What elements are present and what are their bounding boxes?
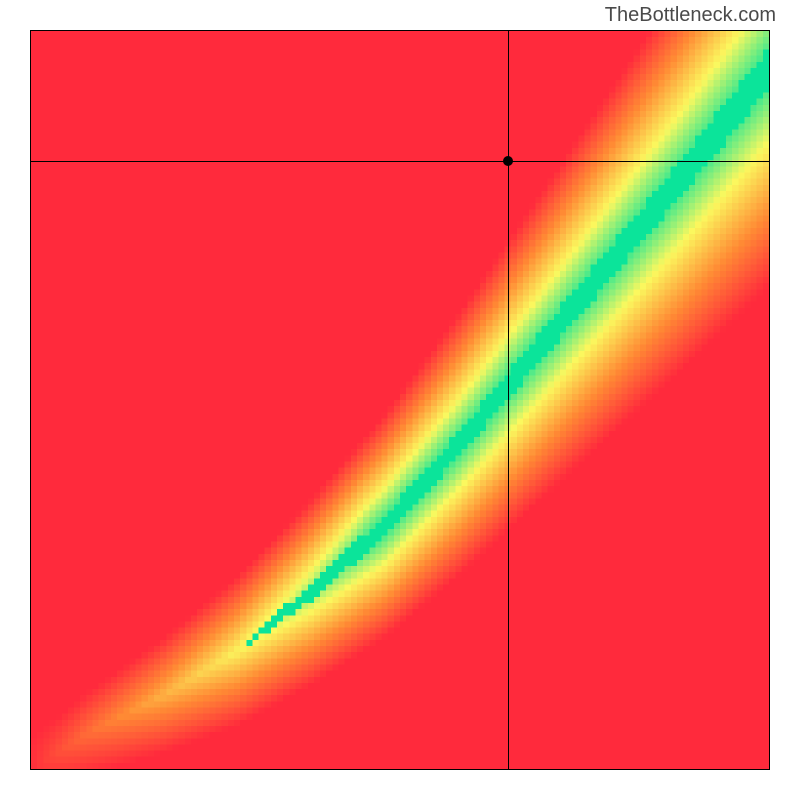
watermark-text: TheBottleneck.com [605, 4, 776, 27]
crosshair-vertical [508, 31, 509, 769]
crosshair-marker [503, 156, 513, 166]
bottleneck-heatmap [30, 30, 770, 770]
heatmap-canvas [31, 31, 769, 769]
crosshair-horizontal [31, 161, 769, 162]
